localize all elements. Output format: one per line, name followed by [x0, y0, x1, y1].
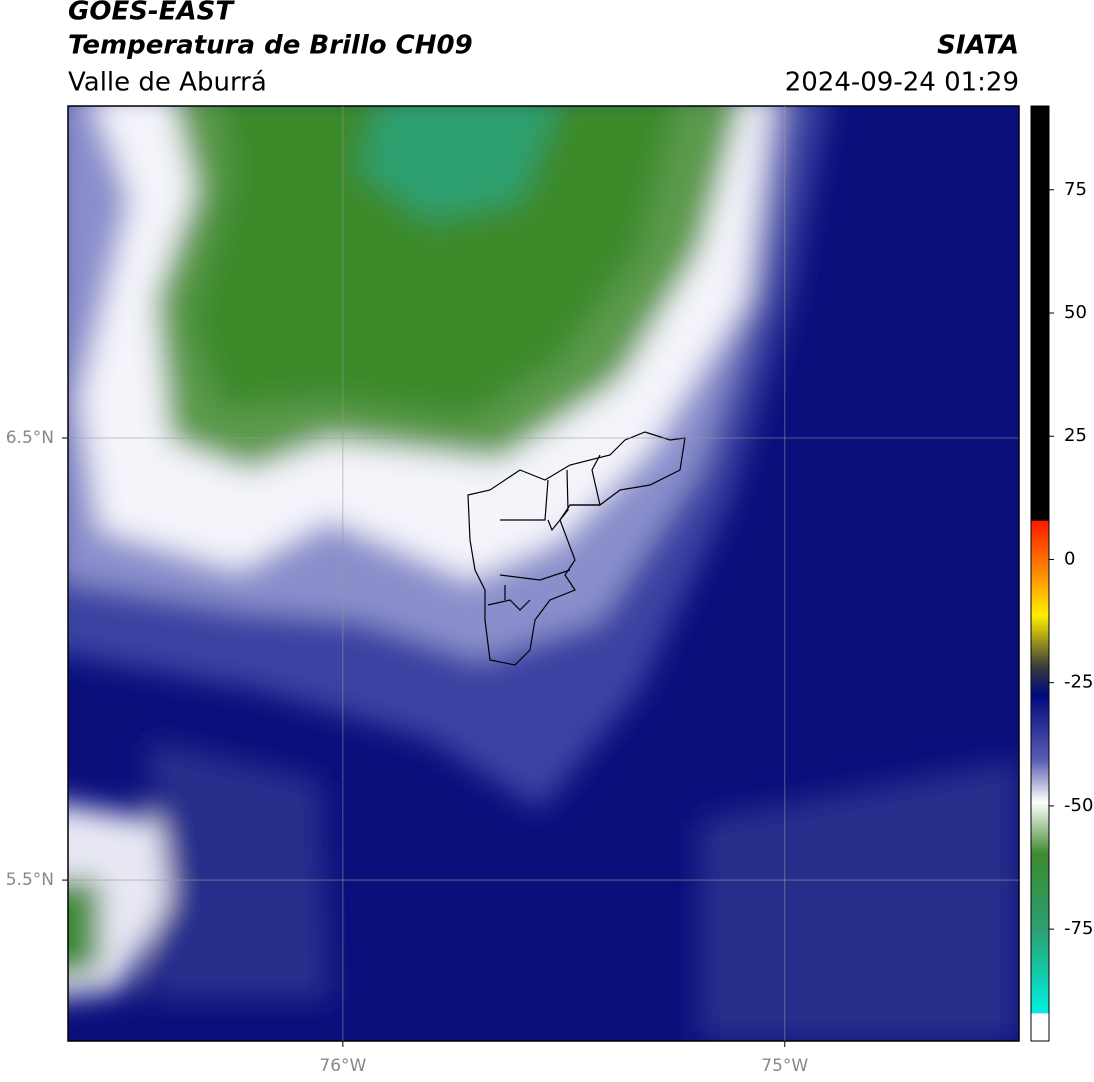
datetime-label: 2024-09-24 01:29 — [785, 68, 1019, 98]
map-frame — [67, 105, 1020, 1042]
satellite-image — [68, 106, 1019, 1041]
colorbar-tick-label: 50 — [1064, 302, 1087, 323]
lon-tick-label: 76°W — [319, 1056, 366, 1076]
lon-tick-label: 75°W — [761, 1056, 808, 1076]
colorbar-tick-label: 75 — [1064, 179, 1087, 200]
colorbar-tick-label: 0 — [1064, 548, 1075, 569]
product-title: Temperatura de Brillo CH09 — [68, 31, 473, 61]
region-label: Valle de Aburrá — [68, 68, 267, 98]
boundary — [467, 431, 686, 666]
lat-tick-label: 6.5°N — [6, 428, 54, 448]
colorbar — [1030, 105, 1050, 1042]
colorbar-tick-label: -25 — [1064, 672, 1093, 693]
colorbar-tick-label: 25 — [1064, 425, 1087, 446]
org-label: SIATA — [937, 31, 1019, 61]
colorbar-tick-label: -75 — [1064, 918, 1093, 939]
lat-tick-label: 5.5°N — [6, 870, 54, 890]
colorbar-tick-label: -50 — [1064, 795, 1093, 816]
satellite-title: GOES-EAST — [68, 0, 235, 27]
